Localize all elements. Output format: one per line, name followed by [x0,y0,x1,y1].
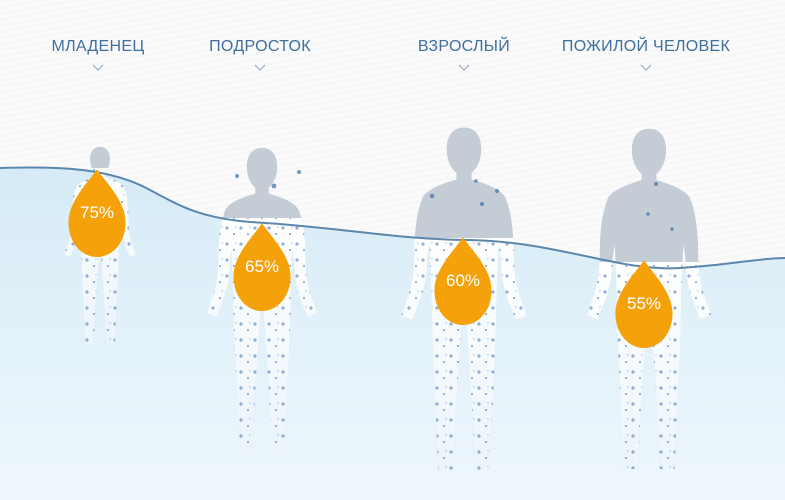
chevron-down-icon [92,64,104,71]
percent-infant: 75% [79,203,115,222]
chevron-down-icon [254,64,266,71]
label-infant: МЛАДЕНЕЦ [51,38,145,55]
chevron-down-icon [458,64,470,71]
label-adult: ВЗРОСЛЫЙ [417,38,511,55]
label-elderly: ПОЖИЛОЙ ЧЕЛОВЕК [561,38,731,55]
chevron-down-icon [640,64,652,71]
percent-adult: 60% [445,271,481,290]
upper-body-bubbles [235,170,674,231]
percent-teen: 65% [244,257,280,276]
waterline [0,166,785,270]
water-area [0,167,785,500]
percent-elderly: 55% [626,294,662,313]
label-teen: ПОДРОСТОК [209,38,311,55]
